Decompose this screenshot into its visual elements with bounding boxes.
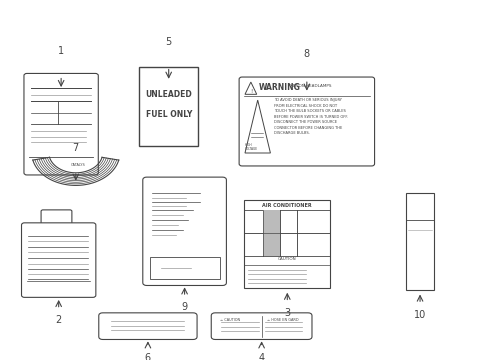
Text: ⚠ CAUTION: ⚠ CAUTION	[220, 318, 240, 322]
FancyBboxPatch shape	[239, 77, 374, 166]
FancyBboxPatch shape	[41, 210, 72, 226]
Text: 7: 7	[73, 143, 79, 153]
FancyBboxPatch shape	[142, 177, 226, 285]
Text: 4: 4	[258, 353, 264, 360]
Bar	[263, 233, 279, 256]
Text: AIR CONDITIONER: AIR CONDITIONER	[262, 203, 311, 208]
Bar	[244, 200, 329, 288]
Text: FUEL ONLY: FUEL ONLY	[145, 110, 191, 119]
Text: 6: 6	[144, 353, 151, 360]
Text: CATALYS: CATALYS	[71, 163, 85, 167]
Text: 1: 1	[58, 46, 64, 56]
Bar	[149, 257, 219, 279]
Text: CAUTION: CAUTION	[277, 257, 296, 261]
Bar	[139, 67, 198, 146]
Text: HIGH
VOLTAGE: HIGH VOLTAGE	[244, 143, 257, 151]
Text: 2: 2	[56, 315, 61, 325]
Text: 5: 5	[165, 37, 171, 47]
Text: TO AVOID DEATH OR SERIOUS INJURY
FROM ELECTRICAL SHOCK DO NOT
TOUCH THE BULB SOC: TO AVOID DEATH OR SERIOUS INJURY FROM EL…	[273, 98, 347, 135]
Text: UNLEADED: UNLEADED	[145, 90, 192, 99]
FancyBboxPatch shape	[21, 223, 96, 297]
FancyBboxPatch shape	[99, 313, 197, 339]
Bar	[263, 210, 279, 233]
FancyBboxPatch shape	[24, 73, 98, 175]
Text: ⚠ HOSE EN GARD: ⚠ HOSE EN GARD	[266, 318, 298, 322]
Bar	[405, 193, 433, 290]
Text: 9: 9	[181, 302, 187, 312]
Text: WARNING: WARNING	[258, 83, 300, 92]
FancyBboxPatch shape	[211, 313, 311, 339]
Text: 10: 10	[413, 310, 426, 320]
Text: 8: 8	[303, 49, 309, 59]
Text: !: !	[249, 89, 251, 94]
Text: 3: 3	[284, 308, 290, 318]
Text: XENON HEADLAMPS: XENON HEADLAMPS	[289, 84, 331, 87]
